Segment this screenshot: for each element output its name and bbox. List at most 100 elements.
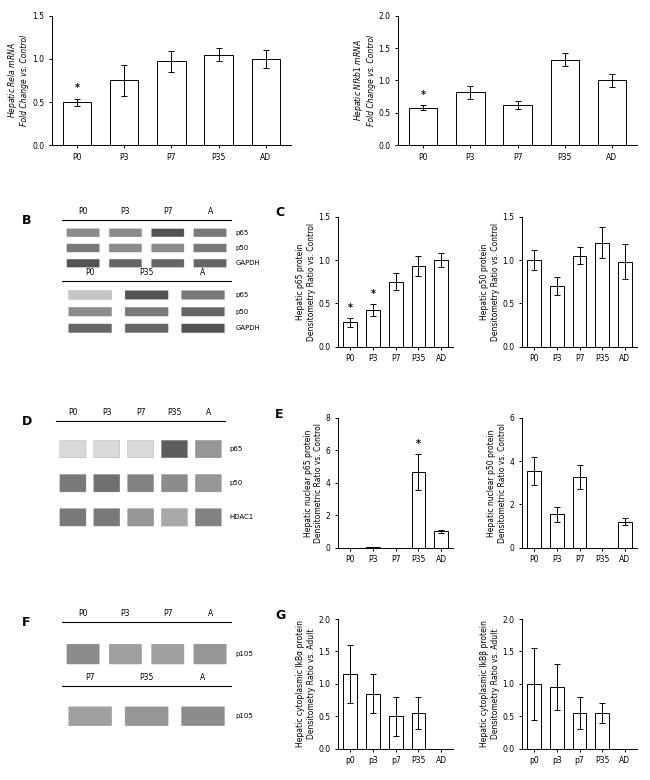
Text: P3: P3 [121,609,130,619]
FancyBboxPatch shape [109,259,142,268]
FancyBboxPatch shape [109,229,142,237]
FancyBboxPatch shape [109,644,142,664]
Text: A: A [207,207,213,216]
FancyBboxPatch shape [151,229,184,237]
Y-axis label: Hepatic p65 protein
Densitometry Ratio vs. Control: Hepatic p65 protein Densitometry Ratio v… [296,222,316,341]
Bar [389,716,402,749]
Text: P35: P35 [139,268,154,277]
FancyBboxPatch shape [69,707,112,726]
Bar [411,713,425,749]
Text: A: A [207,609,213,619]
Bar [527,471,541,548]
Text: A: A [200,673,205,682]
Bar [204,55,233,145]
FancyBboxPatch shape [181,707,225,726]
FancyBboxPatch shape [60,474,86,492]
FancyBboxPatch shape [194,244,226,252]
Y-axis label: Hepatic p50 protein
Densitometry Ratio vs. Control: Hepatic p50 protein Densitometry Ratio v… [480,222,500,341]
Text: P0: P0 [85,268,95,277]
FancyBboxPatch shape [194,644,226,664]
FancyBboxPatch shape [69,307,112,316]
Text: p50: p50 [235,309,248,314]
Text: *: * [421,90,426,100]
FancyBboxPatch shape [151,259,184,268]
Text: P3: P3 [121,207,130,216]
FancyBboxPatch shape [161,440,188,458]
Text: *: * [348,303,353,313]
Text: P0: P0 [68,408,77,417]
FancyBboxPatch shape [194,259,226,268]
Bar [551,60,579,145]
FancyBboxPatch shape [69,324,112,333]
Text: B: B [22,215,32,227]
Bar [366,547,380,548]
Bar [343,322,357,346]
Text: p65: p65 [235,230,248,236]
Text: p105: p105 [235,713,253,719]
Bar [343,674,357,749]
Text: P0: P0 [79,207,88,216]
Text: P3: P3 [102,408,112,417]
Text: P35: P35 [139,673,154,682]
Bar [595,713,609,749]
Y-axis label: Hepatic cytoplasmic IkBα protein
Densitometry Ratio vs. Adult: Hepatic cytoplasmic IkBα protein Densito… [296,620,316,747]
Text: GAPDH: GAPDH [235,261,260,266]
FancyBboxPatch shape [181,324,225,333]
Bar [411,266,425,346]
FancyBboxPatch shape [195,474,222,492]
FancyBboxPatch shape [67,229,99,237]
Text: HDAC1: HDAC1 [229,514,254,520]
Bar [366,310,380,346]
Text: G: G [275,608,285,622]
FancyBboxPatch shape [125,307,168,316]
Bar [573,713,586,749]
FancyBboxPatch shape [194,229,226,237]
Text: P7: P7 [136,408,146,417]
Text: P35: P35 [167,408,181,417]
FancyBboxPatch shape [151,644,184,664]
Text: E: E [275,407,283,420]
Bar [63,102,91,145]
Bar [409,108,437,145]
FancyBboxPatch shape [127,440,153,458]
Text: P7: P7 [85,673,95,682]
FancyBboxPatch shape [161,474,188,492]
FancyBboxPatch shape [181,290,225,300]
Text: p65: p65 [229,446,242,452]
Bar [389,282,402,346]
FancyBboxPatch shape [94,509,120,526]
FancyBboxPatch shape [60,509,86,526]
FancyBboxPatch shape [94,474,120,492]
Text: F: F [22,616,31,629]
Bar [595,243,609,346]
Bar [550,687,564,749]
Bar [550,514,564,548]
FancyBboxPatch shape [67,244,99,252]
Bar [411,472,425,548]
Text: p105: p105 [235,651,253,657]
Bar [618,522,632,548]
FancyBboxPatch shape [195,440,222,458]
Text: *: * [75,83,79,94]
Text: p65: p65 [235,292,248,298]
Text: *: * [370,289,376,299]
Text: P0: P0 [79,609,88,619]
Text: GAPDH: GAPDH [235,325,260,332]
Bar [366,693,380,749]
FancyBboxPatch shape [127,509,153,526]
FancyBboxPatch shape [125,324,168,333]
Text: A: A [200,268,205,277]
FancyBboxPatch shape [127,474,153,492]
FancyBboxPatch shape [125,707,168,726]
FancyBboxPatch shape [67,259,99,268]
Text: P7: P7 [163,609,172,619]
Bar [527,260,541,346]
Text: p50: p50 [229,480,242,486]
FancyBboxPatch shape [195,509,222,526]
Bar [434,260,448,346]
Bar [550,286,564,346]
Bar [252,58,280,145]
Text: D: D [22,415,32,428]
Bar [573,477,586,548]
Text: A: A [205,408,211,417]
